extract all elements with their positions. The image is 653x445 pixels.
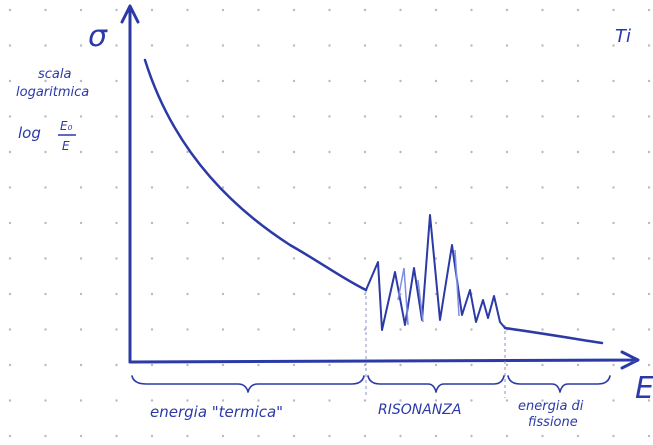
diagram: σ E Ti scala logaritmica log E₀ E energi… [0, 0, 653, 441]
x-label: E [635, 371, 653, 406]
y-label: σ [88, 19, 108, 54]
dotted-paper [0, 0, 653, 441]
region-label: energia "termica" [150, 403, 283, 421]
formula-numerator: E₀ [60, 119, 73, 133]
scale-note: logaritmica [16, 85, 89, 100]
corner-text: Ti [615, 26, 631, 47]
formula-denominator: E [62, 139, 70, 153]
region-label: RISONANZA [378, 402, 461, 418]
scale-note: scala [38, 67, 71, 82]
formula-prefix: log [18, 124, 41, 142]
